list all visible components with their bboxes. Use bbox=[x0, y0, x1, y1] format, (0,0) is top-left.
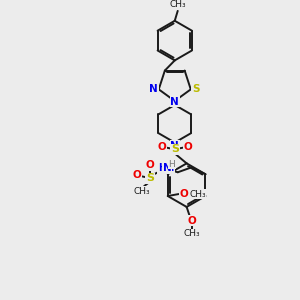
Text: H: H bbox=[169, 160, 175, 169]
Text: O: O bbox=[133, 170, 142, 180]
Text: S: S bbox=[171, 145, 179, 154]
Text: HN: HN bbox=[158, 163, 174, 173]
Text: N: N bbox=[170, 97, 179, 107]
Text: CH₃: CH₃ bbox=[189, 190, 206, 199]
Text: CH₃: CH₃ bbox=[134, 187, 150, 196]
Text: O: O bbox=[183, 142, 192, 152]
Text: S: S bbox=[146, 173, 154, 183]
Text: O: O bbox=[179, 189, 188, 199]
Text: CH₃: CH₃ bbox=[169, 0, 186, 9]
Text: N: N bbox=[170, 140, 179, 151]
Text: O: O bbox=[158, 142, 166, 152]
Text: N: N bbox=[149, 84, 158, 94]
Text: N: N bbox=[163, 163, 171, 173]
Text: O: O bbox=[187, 216, 196, 226]
Text: O: O bbox=[146, 160, 154, 170]
Text: CH₃: CH₃ bbox=[183, 229, 200, 238]
Text: S: S bbox=[192, 84, 200, 94]
